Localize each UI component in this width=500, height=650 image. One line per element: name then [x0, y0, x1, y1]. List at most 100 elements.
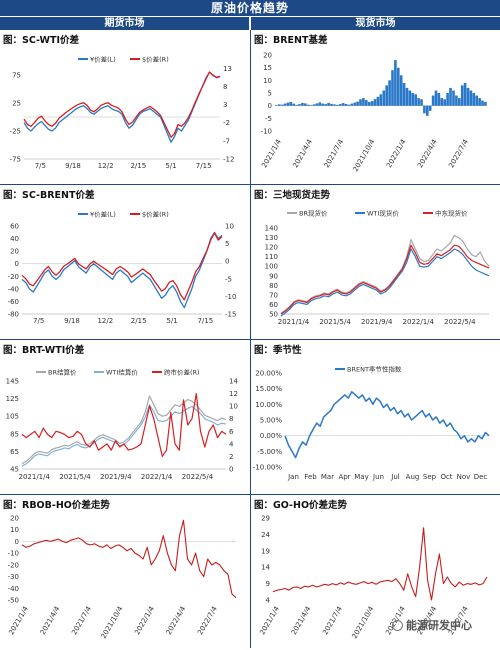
x-tick-label: Jul [390, 473, 400, 481]
basis-bar [306, 104, 310, 106]
y-tick-label: 20 [263, 52, 272, 60]
basis-bar [469, 90, 473, 106]
basis-bar [365, 100, 368, 106]
basis-bar [440, 98, 444, 106]
basis-bar [341, 103, 345, 106]
x-tick-label: 9/18 [64, 317, 80, 325]
basis-bar [455, 95, 458, 106]
series-line [23, 71, 221, 143]
basis-bar [472, 93, 476, 106]
y-tick-label-right: 0 [225, 258, 229, 266]
basis-bar [356, 101, 359, 106]
chart-title: 图：季节性 [254, 345, 302, 356]
basis-bar [289, 101, 293, 106]
basis-bar [443, 99, 446, 106]
basis-bar [315, 103, 319, 106]
legend-label: 跨市价差(R) [164, 368, 200, 377]
chart-title: 图：BRENT基差 [254, 35, 328, 46]
basis-bar [362, 98, 365, 106]
y-tick-label-right: 13 [223, 65, 232, 73]
basis-bar [295, 104, 298, 106]
series-line [280, 234, 490, 314]
y-tick-label: 110 [265, 253, 278, 261]
x-tick-label: 2021/1/4 [258, 605, 281, 637]
legend-label: $价差(R) [142, 55, 169, 64]
x-tick-label: 12/2 [97, 317, 113, 325]
y-tick-label: 0 [268, 102, 272, 110]
y-tick-label: 20 [10, 248, 19, 256]
basis-bar [402, 82, 406, 106]
y-tick-label-right: 14 [229, 378, 238, 386]
y-tick-label: 50 [269, 311, 278, 319]
basis-bar [414, 94, 417, 106]
y-tick-label-right: 0 [229, 466, 233, 474]
x-tick-label: 2/15 [130, 162, 146, 170]
x-tick-label: 2021/9/4 [100, 473, 132, 481]
basis-bar [382, 90, 386, 106]
y-tick-label: -5 [265, 115, 272, 123]
basis-bar [318, 102, 322, 106]
y-tick-label: -20 [8, 273, 19, 281]
series-line [21, 392, 227, 458]
basis-bar [277, 104, 281, 106]
x-tick-label: 2022/4/4 [165, 605, 188, 637]
x-tick-label: 5/1 [165, 162, 176, 170]
y-tick-label: 0.00% [260, 432, 283, 440]
x-tick-label: 2021/7/4 [321, 605, 344, 637]
x-tick-label: 2021/7/4 [323, 138, 346, 170]
basis-bar [370, 101, 374, 106]
basis-bar [434, 90, 438, 106]
panel-brt-wti: 图：BRT-WTI价差 145 125 105 85 65 45 14 12 10 8 6 4 2 0 20… [0, 341, 249, 495]
x-tick-label: 2022/5/4 [444, 318, 476, 326]
series-line [21, 231, 223, 309]
x-tick-label: 2021/10/4 [100, 605, 125, 641]
legend-label: BR结算价 [48, 368, 77, 377]
y-tick-label: 45 [10, 466, 19, 474]
y-tick-label: 5.00% [260, 417, 283, 425]
x-tick-label: 2021/4/4 [290, 605, 313, 637]
y-tick-label: 19 [261, 547, 270, 555]
y-tick-label: 10 [263, 77, 272, 85]
basis-bar [379, 94, 383, 106]
basis-bar [452, 90, 455, 106]
basis-bar [373, 99, 377, 106]
chart-title: 图：RBOB-HO价差走势 [3, 500, 110, 511]
basis-bar [446, 93, 449, 106]
x-tick-label: 2021/10/4 [352, 138, 377, 174]
x-tick-label: 2021/4/4 [39, 605, 62, 637]
basis-bar [367, 101, 371, 106]
y-tick-label-right: 12 [229, 390, 238, 398]
basis-bar [463, 82, 467, 106]
y-tick-label: 24 [261, 531, 270, 539]
y-tick-label: -30 [8, 573, 19, 581]
futures-market-header: 期货市场 [0, 16, 249, 30]
x-tick-label: 2022/7/4 [447, 138, 470, 170]
x-tick-label: 2021/1/4 [19, 473, 51, 481]
y-tick-label: 140 [265, 225, 278, 233]
x-tick-label: 2/15 [131, 317, 147, 325]
y-tick-label: -60 [8, 298, 19, 306]
y-tick-label: -5.00% [257, 448, 282, 456]
panel-three-spot: 图：三地现货走势 140 130 120 110 100 90 80 70 60 50 2021/1… [251, 186, 500, 340]
y-tick-label: 4 [266, 597, 271, 605]
y-tick-label: 0 [15, 260, 19, 268]
x-tick-label: 2021/7/4 [70, 605, 93, 637]
chart-sc-brent: 60 40 20 0 -20 -40 -60 -80 10 5 0 -5 -10 -15 7/5 9/18 12… [8, 210, 237, 326]
x-tick-label: 9/18 [65, 162, 81, 170]
y-tick-label-right: 8 [223, 83, 227, 91]
basis-bar [347, 104, 351, 106]
x-tick-label: 2021/4/4 [291, 138, 314, 170]
y-tick-label: 145 [6, 378, 19, 386]
y-tick-label: 125 [6, 395, 19, 403]
basis-bar [411, 93, 415, 106]
y-tick-label: 29 [261, 515, 270, 523]
series-line [21, 395, 227, 465]
chart-seasonal: 20.00% 15.00% 10.00% 5.00% 0.00% -5.00% -10.00… [253, 365, 490, 481]
basis-bar [484, 101, 487, 106]
panel-brent-basis: 图：BRENT基差 20 15 10 5 0 -5 -10 2021/1/4 2021/4/4 2… [251, 31, 500, 185]
y-tick-label: 100 [265, 263, 278, 271]
series-line [23, 71, 221, 138]
basis-bar [330, 103, 333, 106]
basis-bar [301, 102, 304, 106]
